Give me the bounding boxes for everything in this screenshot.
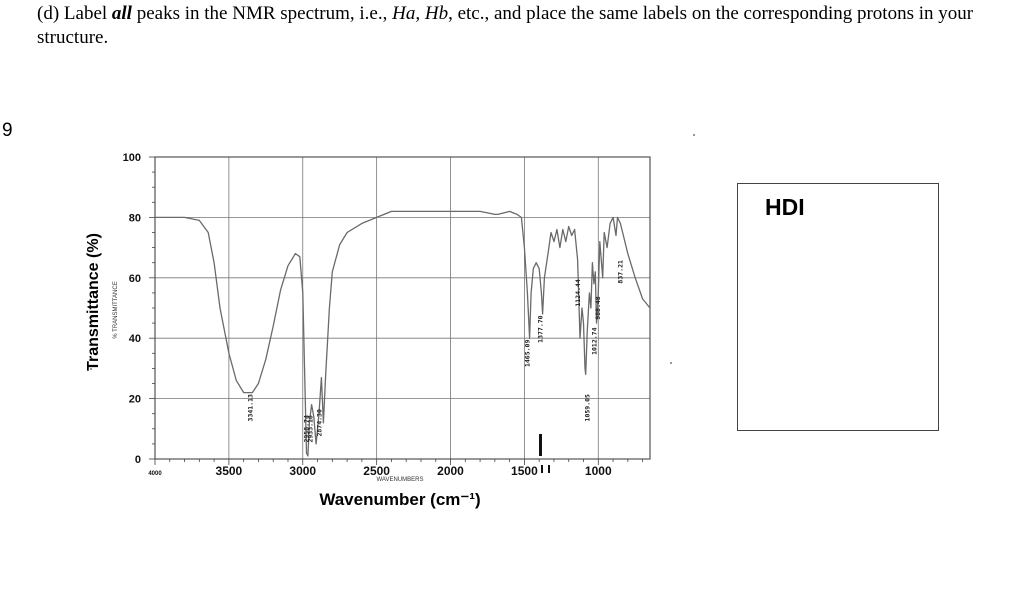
peak-label: 1012.74: [591, 327, 599, 354]
y-tick-label: 40: [129, 333, 141, 345]
x-axis-label: Wavenumber (cm⁻¹): [319, 490, 480, 509]
x-axis-small-label: WAVENUMBERS: [376, 477, 423, 483]
y-tick-label: 60: [129, 273, 141, 285]
x-tick-label: 4000: [148, 471, 162, 477]
x-tick-label: 2000: [437, 464, 464, 478]
dust-speck: [693, 134, 695, 136]
peak-label: 1377.70: [537, 315, 545, 342]
x-tick-label: 2500: [363, 464, 390, 478]
peak-label: 837.21: [616, 260, 624, 284]
y-tick-label: 100: [123, 152, 141, 164]
y-tick-label: 80: [129, 212, 141, 224]
x-tick-label: 3000: [289, 464, 316, 478]
x-tick-label: 1000: [585, 464, 612, 478]
dust-speck: [90, 368, 92, 370]
chart-ticks: 4000 3500 3000 2500 2000 1500 1000 0 20 40 60 80 100: [123, 152, 644, 478]
chart-grid: [155, 157, 650, 459]
question-prefix: (d) Label: [37, 3, 108, 24]
peak-label: 1465.09: [524, 340, 532, 367]
y-tick-label: 0: [135, 454, 141, 466]
baseline-mark: [541, 465, 543, 473]
dust-speck: [670, 362, 672, 364]
question-mid: peaks in the NMR spectrum, i.e.,: [136, 3, 388, 24]
peak-label: 1124.44: [574, 279, 582, 306]
question-number: 9: [2, 120, 13, 141]
y-tick-label: 20: [129, 394, 141, 406]
peak-label: 2958.74: [302, 415, 310, 442]
peak-label: 1059.05: [584, 394, 592, 421]
spectrum-line: [155, 210, 651, 457]
y-axis-label: Transmittance (%): [85, 233, 102, 371]
baseline-marks: [539, 434, 550, 473]
question-text: (d) Label all peaks in the NMR spectrum,…: [37, 2, 997, 50]
question-suffix: , etc., and place the same labels on the…: [37, 3, 974, 48]
hdi-label: HDI: [765, 194, 805, 220]
peak-label: 988.48: [594, 296, 602, 320]
question-hb: Hb: [424, 3, 449, 24]
baseline-mark: [539, 434, 542, 456]
x-tick-label: 1500: [511, 464, 538, 478]
y-axis-small-label: % TRANSMITTANCE: [113, 281, 119, 338]
baseline-mark: [548, 465, 550, 473]
question-ha: Ha,: [392, 3, 421, 24]
peak-label: 2933.18: [306, 415, 314, 442]
x-tick-label: 3500: [216, 464, 243, 478]
question-emphasis: all: [111, 3, 132, 24]
peak-label: 2874.30: [315, 409, 323, 436]
peak-label: 3341.13: [246, 394, 254, 421]
hdi-answer-box[interactable]: HDI: [737, 183, 939, 431]
